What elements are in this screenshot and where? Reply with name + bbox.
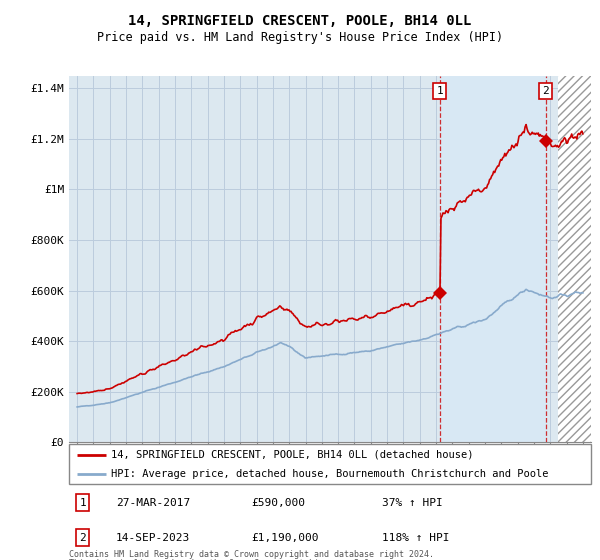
Bar xyxy=(559,63,591,442)
Text: 37% ↑ HPI: 37% ↑ HPI xyxy=(382,498,443,507)
Text: 14-SEP-2023: 14-SEP-2023 xyxy=(116,533,190,543)
Text: 14, SPRINGFIELD CRESCENT, POOLE, BH14 0LL: 14, SPRINGFIELD CRESCENT, POOLE, BH14 0L… xyxy=(128,14,472,28)
Bar xyxy=(440,76,545,442)
Text: Price paid vs. HM Land Registry's House Price Index (HPI): Price paid vs. HM Land Registry's House … xyxy=(97,31,503,44)
Text: Contains HM Land Registry data © Crown copyright and database right 2024.: Contains HM Land Registry data © Crown c… xyxy=(69,550,434,559)
Text: 1: 1 xyxy=(79,498,86,507)
Text: HPI: Average price, detached house, Bournemouth Christchurch and Poole: HPI: Average price, detached house, Bour… xyxy=(111,469,548,479)
Text: 118% ↑ HPI: 118% ↑ HPI xyxy=(382,533,450,543)
FancyBboxPatch shape xyxy=(69,444,591,484)
Text: This data is licensed under the Open Government Licence v3.0.: This data is licensed under the Open Gov… xyxy=(69,559,374,560)
Text: 2: 2 xyxy=(542,86,549,96)
Text: 2: 2 xyxy=(79,533,86,543)
Text: 14, SPRINGFIELD CRESCENT, POOLE, BH14 0LL (detached house): 14, SPRINGFIELD CRESCENT, POOLE, BH14 0L… xyxy=(111,450,473,460)
Text: 27-MAR-2017: 27-MAR-2017 xyxy=(116,498,190,507)
Text: £590,000: £590,000 xyxy=(252,498,306,507)
Text: £1,190,000: £1,190,000 xyxy=(252,533,319,543)
Text: 1: 1 xyxy=(436,86,443,96)
